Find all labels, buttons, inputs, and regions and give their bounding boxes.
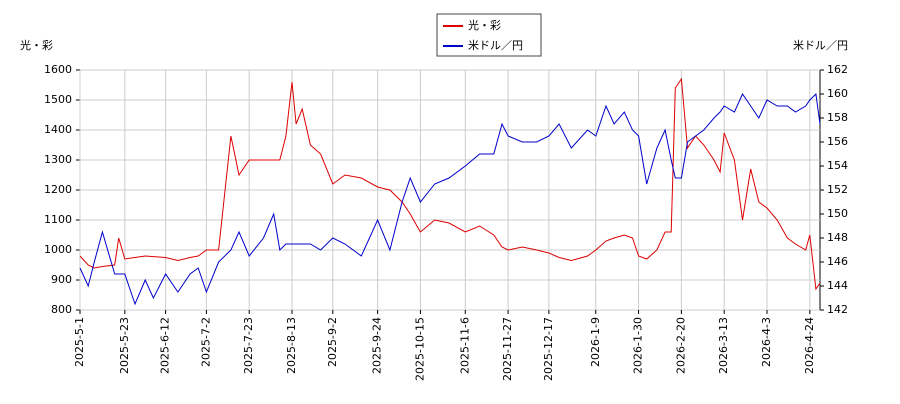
line-series [79, 92, 821, 306]
y-tick-label: 1400 [44, 123, 72, 136]
x-tick-label: 2025-7-2 [199, 317, 212, 367]
y2-tick-label: 152 [827, 183, 848, 196]
x-tick-label: 2025-12-17 [542, 317, 555, 381]
y2-tick-label: 162 [827, 63, 848, 76]
legend-label: 光・彩 [468, 18, 501, 32]
legend-label: 米ドル／円 [468, 39, 523, 52]
y2-tick-label: 142 [827, 303, 848, 316]
x-tick-label: 2025-5-1 [73, 317, 86, 367]
x-tick-label: 2026-4-24 [803, 317, 816, 374]
y-tick-label: 1300 [44, 153, 72, 166]
x-tick-label: 2025-6-12 [159, 317, 172, 374]
x-tick-label: 2026-4-3 [760, 317, 773, 367]
y2-tick-label: 154 [827, 159, 848, 172]
legend-box [436, 13, 542, 57]
y-tick-label: 1600 [44, 63, 72, 76]
y2-tick-label: 144 [827, 279, 848, 292]
x-tick-label: 2025-5-23 [118, 317, 131, 374]
y2-tick-label: 156 [827, 135, 848, 148]
y-tick-label: 1200 [44, 183, 72, 196]
y-axis-title: 光・彩 [20, 38, 53, 52]
x-tick-label: 2026-1-9 [589, 317, 602, 367]
x-tick-label: 2025-8-13 [285, 317, 298, 374]
y-tick-label: 1500 [44, 93, 72, 106]
y-tick-label: 1000 [44, 243, 72, 256]
y-tick-label: 800 [51, 303, 72, 316]
y2-tick-label: 160 [827, 87, 848, 100]
x-tick-label: 2026-3-13 [717, 317, 730, 374]
y2-tick-label: 150 [827, 207, 848, 220]
x-tick-label: 2025-11-27 [501, 317, 514, 381]
y-tick-label: 900 [51, 273, 72, 286]
y2-tick-label: 158 [827, 111, 848, 124]
y2-tick-label: 148 [827, 231, 848, 244]
x-tick-label: 2026-1-30 [632, 317, 645, 374]
y2-axis-title: 米ドル／円 [793, 39, 848, 52]
x-tick-label: 2025-7-23 [242, 317, 255, 374]
line-series [79, 77, 821, 291]
y2-tick-label: 146 [827, 255, 848, 268]
x-tick-label: 2025-9-24 [371, 317, 384, 374]
x-tick-label: 2025-11-6 [458, 317, 471, 374]
x-tick-label: 2026-2-20 [674, 317, 687, 374]
y-tick-label: 1100 [44, 213, 72, 226]
x-tick-label: 2025-10-15 [413, 317, 426, 381]
x-tick-label: 2025-9-2 [326, 317, 339, 367]
